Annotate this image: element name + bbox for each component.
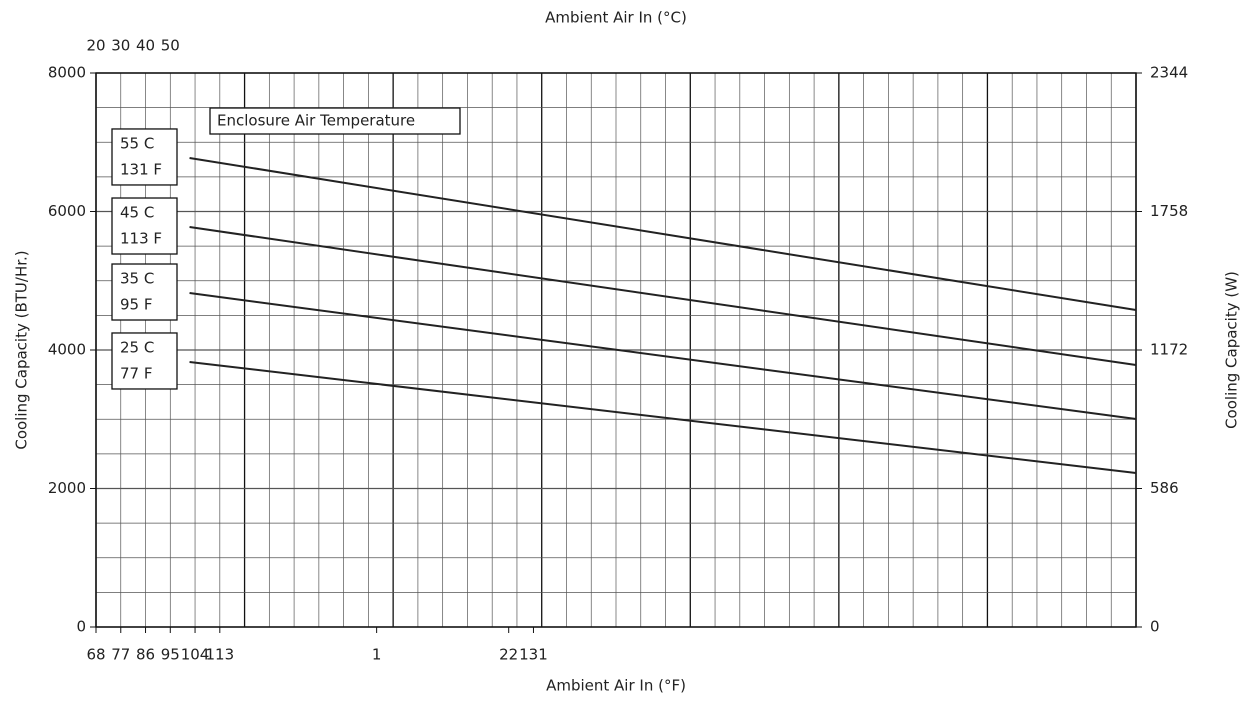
x-tick-label: 86 (136, 646, 155, 664)
y-tick-label: 4000 (48, 341, 86, 359)
y2-tick-label: 0 (1150, 618, 1160, 636)
y-tick-label: 0 (76, 618, 86, 636)
y2-tick-label: 2344 (1150, 64, 1188, 82)
series-label-box (111, 197, 178, 255)
y2-tick-label: 586 (1150, 479, 1179, 497)
series-label-box (111, 128, 178, 186)
y-axis-title: Cooling Capacity (BTU/Hr.) (13, 250, 31, 449)
x-tick-label: 22 (499, 646, 518, 664)
x-tick-label: 113 (205, 646, 234, 664)
x-tick-label: 1 (372, 646, 382, 664)
x-tick-label: 77 (111, 646, 130, 664)
series-label: 45 C (120, 204, 154, 222)
series-label: 55 C (120, 134, 154, 152)
y2-tick-label: 1172 (1150, 341, 1188, 359)
series-line (189, 156, 1137, 311)
annotation-box (209, 107, 461, 135)
series-label-f: 113 F (120, 230, 162, 248)
x-tick-label: 68 (86, 646, 105, 664)
x-tick-label: 95 (161, 646, 180, 664)
top-tick-label: 50 (161, 37, 180, 55)
series-label-f: 131 F (120, 160, 162, 178)
y2-axis-title: Cooling Capacity (W) (1223, 271, 1241, 429)
series-label-f: 77 F (120, 364, 152, 382)
x-tick-label: 131 (519, 646, 548, 664)
top-tick-label: 30 (111, 37, 130, 55)
top-axis-title: Ambient Air In (°C) (545, 9, 687, 27)
top-tick-label: 20 (86, 37, 105, 55)
x-tick-label: 104 (181, 646, 210, 664)
series-label-box (111, 332, 178, 390)
x-axis-title: Ambient Air In (°F) (546, 677, 686, 695)
annotation: Enclosure Air Temperature (217, 112, 415, 130)
series-line (189, 360, 1137, 474)
y2-tick-label: 1758 (1150, 202, 1188, 220)
y-tick-label: 6000 (48, 202, 86, 220)
series-line (189, 226, 1137, 367)
y-tick-label: 8000 (48, 64, 86, 82)
series-label: 35 C (120, 270, 154, 288)
series-label: 25 C (120, 338, 154, 356)
series-label-box (111, 263, 178, 321)
series-line (189, 292, 1137, 420)
y-tick-label: 2000 (48, 479, 86, 497)
top-tick-label: 40 (136, 37, 155, 55)
series-label-f: 95 F (120, 296, 152, 314)
